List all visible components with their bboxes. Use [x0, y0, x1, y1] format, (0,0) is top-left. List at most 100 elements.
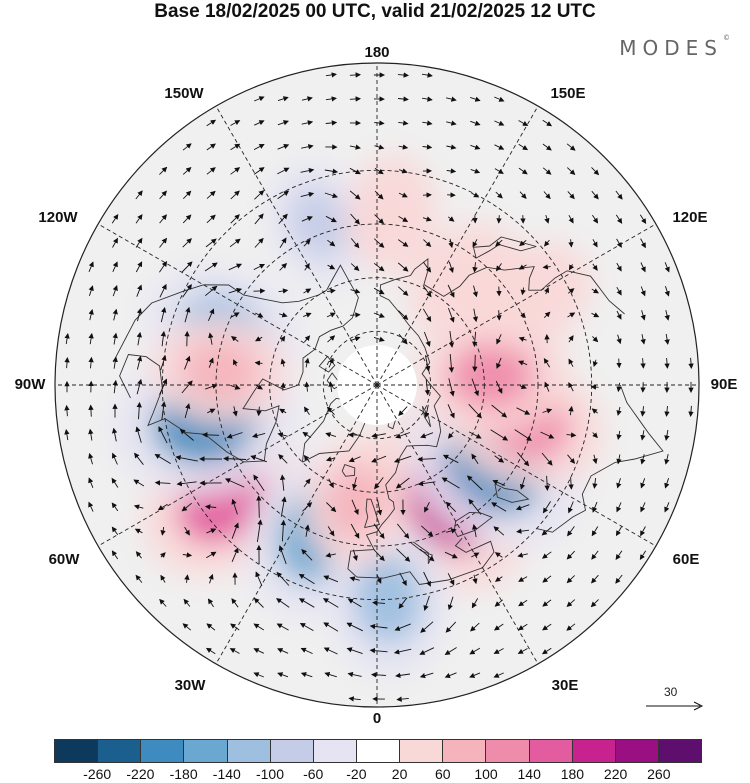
wind-vector	[208, 332, 214, 345]
wind-vector	[447, 596, 454, 611]
wind-vector	[516, 528, 530, 534]
wind-vector	[136, 355, 143, 370]
wind-vector	[616, 358, 622, 369]
wind-vector	[421, 72, 433, 78]
wind-vector	[181, 261, 193, 273]
wind-vector	[447, 573, 455, 586]
wind-vector	[448, 330, 455, 348]
wind-vector	[640, 262, 646, 273]
wind-vector	[493, 672, 504, 678]
wind-vector	[470, 96, 481, 102]
wind-vector	[517, 623, 528, 631]
wind-vector	[567, 288, 575, 294]
wind-vector	[592, 359, 598, 368]
wind-vector	[182, 623, 192, 631]
wind-vector	[568, 264, 575, 271]
wind-vector	[541, 452, 553, 466]
wind-vector	[112, 332, 118, 345]
wind-vector	[446, 144, 457, 150]
wind-vector	[231, 598, 239, 608]
wind-vector	[542, 167, 552, 175]
anomaly-core	[327, 463, 386, 539]
wind-vector	[441, 477, 460, 489]
anomaly-core	[447, 341, 535, 409]
wind-vector	[300, 647, 313, 655]
colorbar-cell	[313, 740, 357, 762]
wind-vector	[300, 167, 315, 174]
wind-vector	[640, 430, 646, 441]
wind-vector	[566, 575, 576, 584]
wind-vector	[616, 262, 622, 272]
wind-vector	[88, 452, 94, 465]
wind-vector	[349, 190, 361, 200]
wind-vector	[495, 191, 503, 199]
wind-vector	[250, 455, 268, 463]
wind-vector	[157, 503, 168, 511]
wind-vector	[326, 502, 337, 513]
wind-vector	[374, 167, 384, 175]
wind-vector	[347, 671, 362, 678]
wind-vector	[323, 622, 339, 632]
wind-vector	[255, 571, 263, 586]
wind-vector	[590, 384, 599, 390]
wind-vector	[88, 356, 94, 369]
wind-vector	[568, 358, 574, 367]
wind-vector	[135, 237, 143, 248]
wind-vector	[519, 240, 527, 247]
wind-vector	[325, 215, 337, 223]
wind-vector	[111, 477, 119, 488]
wind-vector	[396, 548, 411, 562]
wind-vector	[517, 648, 528, 654]
wind-vector	[206, 190, 216, 199]
wind-vector	[398, 406, 408, 417]
wind-vector	[519, 476, 526, 490]
colorbar-tick-label: 60	[435, 766, 451, 782]
wind-vector	[277, 167, 290, 175]
wind-vector	[254, 190, 265, 200]
colorbar	[54, 739, 702, 763]
colorbar-cell	[400, 740, 444, 762]
wind-vector	[280, 382, 286, 391]
wind-vectors	[64, 72, 694, 702]
wind-vector	[664, 502, 670, 513]
meridian-line	[97, 223, 378, 386]
wind-vector	[640, 358, 646, 369]
wind-vector	[326, 312, 336, 318]
wind-vector	[88, 285, 94, 297]
colorbar-cell	[141, 740, 185, 762]
wind-vector	[376, 574, 382, 584]
wind-vector	[228, 287, 243, 294]
wind-vector	[134, 452, 144, 465]
coastline	[347, 295, 442, 578]
wind-vector	[496, 215, 502, 224]
wind-vector	[423, 404, 430, 418]
wind-vector	[544, 475, 550, 491]
wind-vector	[640, 310, 646, 321]
wind-vector	[346, 622, 363, 632]
wind-vector	[349, 144, 361, 150]
wind-vector	[253, 263, 266, 271]
wind-vector	[395, 477, 410, 489]
wind-vector	[327, 288, 336, 294]
wind-vector	[592, 501, 598, 513]
wind-vector	[231, 547, 239, 562]
wind-vector	[327, 264, 336, 270]
wind-vector	[324, 671, 337, 678]
wind-vector	[517, 552, 528, 558]
wind-vector	[325, 552, 336, 558]
longitude-labels: 180 150E 120E 90E 60E 30E 0 30W 60W 90W 120W 150W	[15, 44, 738, 727]
wind-vector	[395, 432, 411, 439]
wind-vector	[182, 166, 192, 175]
wind-vector	[323, 647, 338, 655]
wind-vector	[325, 72, 337, 78]
wind-vector	[422, 216, 432, 222]
wind-vector	[303, 478, 311, 488]
wind-vector	[492, 479, 506, 486]
wind-vector	[515, 504, 530, 511]
colorbar-tick-label: 260	[647, 766, 671, 782]
wind-vector	[664, 309, 670, 321]
wind-vector	[230, 167, 241, 175]
wind-vector	[136, 331, 142, 346]
wind-vector	[348, 456, 361, 463]
wind-vector	[494, 552, 503, 558]
